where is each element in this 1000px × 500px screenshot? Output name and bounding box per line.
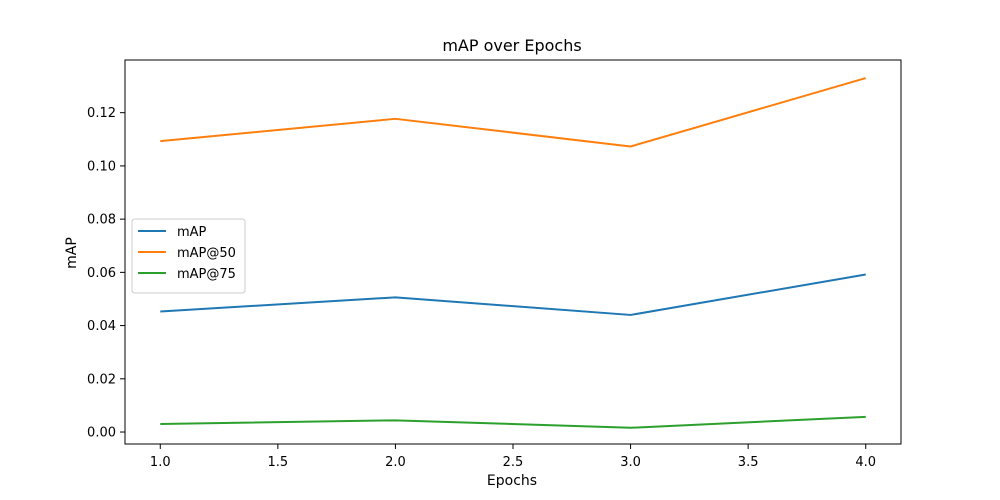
chart-title: mAP over Epochs [442, 36, 581, 55]
y-tick-label: 0.06 [87, 266, 116, 281]
x-axis-label: Epochs [487, 473, 537, 489]
series-line-1 [160, 77, 867, 148]
x-tick-label: 4.0 [855, 455, 876, 470]
y-axis-label: mAP [64, 237, 80, 269]
series-line-2 [160, 415, 866, 429]
plot-area [160, 77, 867, 429]
x-tick-label: 1.5 [268, 455, 289, 470]
x-tick-label: 3.0 [620, 455, 641, 470]
legend-label-1: mAP@50 [177, 246, 236, 261]
y-axis: 0.00 0.02 0.04 0.06 0.08 0.10 0.12 [87, 106, 125, 441]
series-line-0 [160, 273, 866, 316]
y-tick-label: 0.04 [87, 319, 116, 334]
y-tick-label: 0.02 [87, 372, 116, 387]
y-tick-label: 0.08 [87, 213, 116, 228]
x-tick-label: 2.0 [385, 455, 406, 470]
y-tick-label: 0.00 [87, 426, 116, 441]
x-tick-label: 3.5 [738, 455, 759, 470]
legend: mAP mAP@50 mAP@75 [131, 218, 246, 294]
legend-label-2: mAP@75 [177, 267, 236, 282]
x-axis: 1.0 1.5 2.0 2.5 3.0 3.5 4.0 [150, 444, 876, 470]
y-tick-label: 0.10 [87, 159, 116, 174]
legend-box [131, 218, 246, 294]
x-tick-label: 1.0 [150, 455, 171, 470]
legend-label-0: mAP [177, 225, 207, 240]
y-tick-label: 0.12 [87, 106, 116, 121]
x-tick-label: 2.5 [503, 455, 524, 470]
